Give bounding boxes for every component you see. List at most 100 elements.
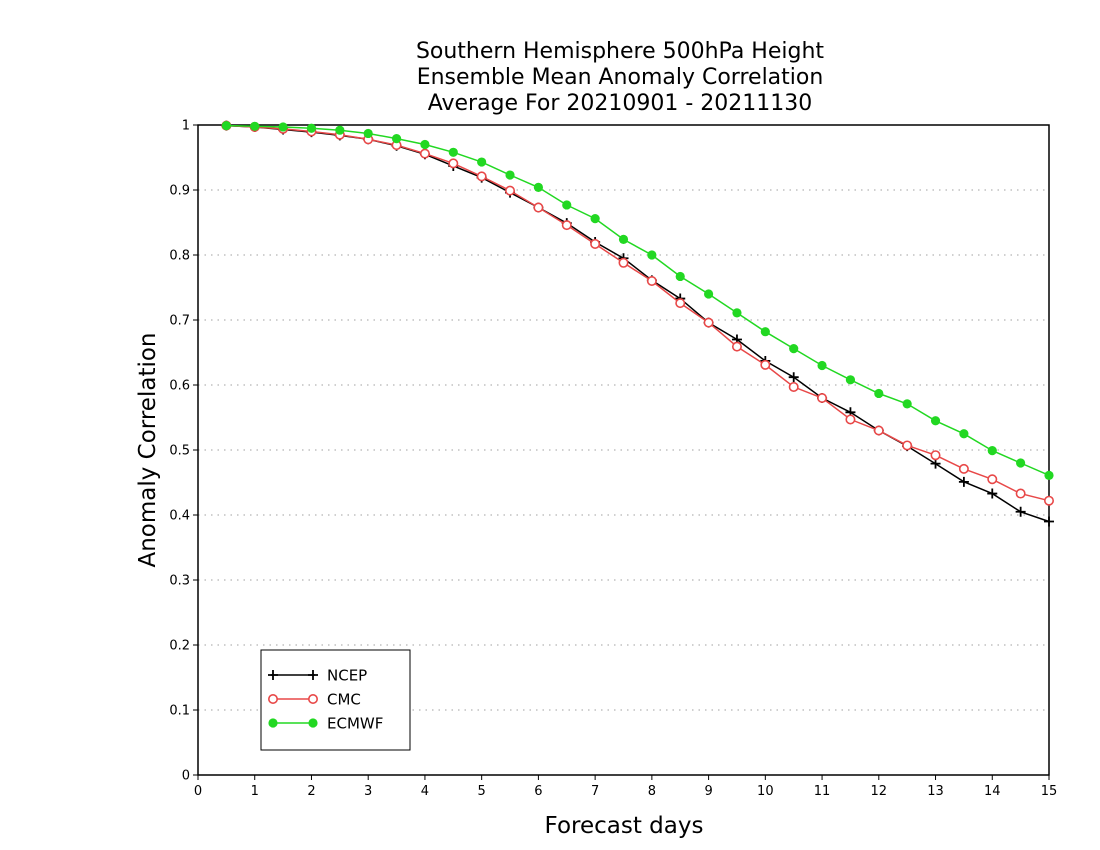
data-point-ecmwf: [448, 147, 458, 157]
legend-marker-cmc: [267, 693, 278, 704]
data-point-ncep: [1015, 506, 1026, 517]
x-tick-label: 11: [814, 784, 831, 799]
data-point-cmc: [760, 359, 771, 370]
axis-ticks: 00.10.20.30.40.50.60.70.80.910 1 2 3 4 5 6 7 8 9 1…: [169, 119, 1057, 800]
data-point-ecmwf: [675, 271, 685, 282]
data-point-ecmwf: [789, 344, 799, 354]
data-point-cmc: [731, 341, 742, 352]
x-tick-label: 10: [757, 784, 774, 799]
series-line-ncep: [226, 124, 1050, 523]
x-tick-label: 1: [251, 784, 259, 799]
data-point-ecmwf: [902, 399, 912, 409]
data-point-ecmwf: [987, 446, 997, 456]
data-point-cmc: [930, 450, 941, 461]
data-point-cmc: [675, 298, 686, 309]
x-tick-label: 7: [591, 784, 599, 799]
legend-label-ecmwf: ECMWF: [327, 715, 383, 733]
data-point-ecmwf: [562, 200, 572, 210]
data-point-cmc: [646, 275, 657, 286]
data-point-ncep: [788, 372, 799, 383]
data-point-cmc: [1015, 488, 1026, 499]
data-point-ecmwf: [363, 128, 373, 139]
y-tick-label: 0.4: [169, 509, 190, 524]
data-point-ecmwf: [930, 416, 941, 426]
data-point-ecmwf: [533, 182, 544, 192]
data-point-cmc: [1044, 495, 1055, 506]
series-ncep: [221, 120, 1054, 527]
legend: NCEP CMC ECMWF: [260, 649, 411, 751]
y-tick-label: 0.5: [169, 444, 190, 459]
legend-marker-cmc: [307, 693, 318, 704]
x-tick-label: 0: [194, 784, 202, 799]
data-point-ecmwf: [420, 139, 430, 150]
x-tick-label: 14: [984, 784, 1001, 799]
data-point-ecmwf: [477, 157, 487, 167]
y-tick-label: 1: [182, 119, 190, 134]
chart-title: Southern Hemisphere 500hPa Height Ensemb…: [416, 39, 824, 116]
data-point-cmc: [817, 392, 828, 403]
data-point-cmc: [987, 474, 998, 485]
data-point-cmc: [902, 440, 913, 451]
y-tick-label: 0.2: [169, 639, 190, 654]
legend-marker-ncep: [308, 670, 318, 680]
data-point-ncep: [1044, 516, 1054, 527]
data-point-cmc: [618, 257, 629, 268]
x-tick-label: 2: [307, 784, 315, 799]
x-tick-label: 6: [534, 784, 542, 799]
data-point-cmc: [419, 148, 430, 159]
data-point-ecmwf: [221, 121, 231, 131]
chart-title-line-1: Southern Hemisphere 500hPa Height: [416, 39, 824, 64]
legend-label-ncep: NCEP: [327, 667, 367, 685]
data-point-cmc: [873, 425, 884, 436]
data-point-cmc: [845, 414, 856, 425]
x-tick-label: 12: [871, 784, 888, 799]
data-point-cmc: [448, 158, 459, 169]
data-point-ecmwf: [1016, 458, 1026, 468]
x-tick-label: 3: [364, 784, 372, 799]
data-point-ecmwf: [874, 388, 884, 399]
x-tick-label: 15: [1041, 784, 1058, 799]
data-point-ecmwf: [306, 123, 317, 133]
legend-marker-ecmwf: [308, 718, 318, 728]
chart-title-line-3: Average For 20210901 - 20211130: [428, 91, 813, 116]
data-point-cmc: [703, 317, 714, 328]
data-point-ecmwf: [760, 327, 770, 337]
data-point-cmc: [533, 202, 544, 213]
data-point-cmc: [505, 185, 516, 196]
data-point-ecmwf: [959, 429, 969, 439]
y-tick-label: 0.1: [169, 704, 190, 719]
data-point-ecmwf: [590, 214, 600, 224]
series-ecmwf: [221, 121, 1054, 480]
data-point-cmc: [590, 238, 601, 249]
x-tick-label: 5: [478, 784, 486, 799]
data-point-ncep: [930, 458, 941, 469]
data-point-ecmwf: [250, 121, 260, 131]
x-axis-label: Forecast days: [545, 813, 704, 839]
legend-marker-ncep: [268, 670, 278, 680]
legend-box: [260, 649, 411, 751]
x-tick-label: 4: [421, 784, 429, 799]
x-tick-label: 13: [927, 784, 944, 799]
series-line-cmc: [226, 124, 1050, 502]
y-axis-label: Anomaly Correlation: [135, 332, 161, 567]
chart-title-line-2: Ensemble Mean Anomaly Correlation: [417, 65, 824, 90]
legend-marker-ecmwf: [268, 718, 278, 728]
data-point-ecmwf: [278, 122, 288, 132]
y-tick-label: 0.6: [169, 379, 190, 394]
y-tick-label: 0: [182, 769, 190, 784]
data-point-ecmwf: [335, 125, 345, 135]
legend-label-cmc: CMC: [327, 691, 361, 709]
data-point-ecmwf: [732, 308, 742, 318]
series-lines: [221, 120, 1055, 527]
data-point-cmc: [476, 171, 487, 182]
y-tick-label: 0.9: [169, 184, 190, 199]
data-point-ecmwf: [845, 375, 856, 385]
data-point-ecmwf: [505, 170, 515, 180]
data-point-ecmwf: [1044, 470, 1054, 480]
data-point-ncep: [958, 476, 969, 487]
data-point-ecmwf: [704, 289, 714, 299]
y-tick-label: 0.7: [169, 314, 190, 329]
series-line-ecmwf: [226, 124, 1050, 476]
data-point-ecmwf: [647, 250, 657, 260]
